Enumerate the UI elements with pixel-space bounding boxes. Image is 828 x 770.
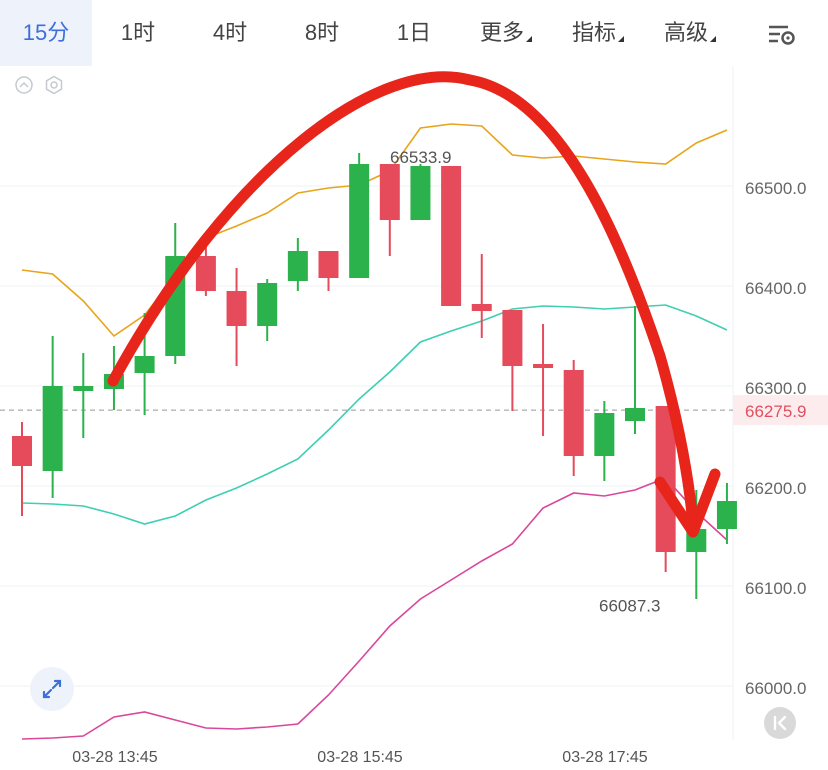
boll-lower-line bbox=[21, 477, 728, 740]
candle-body bbox=[42, 386, 63, 471]
tab-label: 4时 bbox=[212, 20, 248, 45]
collapse-left-icon bbox=[773, 715, 787, 731]
boll-middle-line bbox=[21, 304, 728, 525]
annotation-arrow-curve bbox=[107, 71, 699, 532]
min-price-label: 66087.3 bbox=[599, 597, 660, 616]
eye-toggle-icon[interactable] bbox=[14, 75, 34, 95]
expand-button[interactable] bbox=[30, 667, 74, 711]
expand-icon bbox=[42, 679, 62, 699]
current-price-label: 66275.9 bbox=[745, 402, 806, 421]
candle-body bbox=[502, 310, 523, 366]
y-tick-label: 66400.0 bbox=[745, 279, 806, 298]
y-tick-label: 66500.0 bbox=[745, 179, 806, 198]
candle-body bbox=[12, 436, 32, 466]
tab-label: 1时 bbox=[120, 20, 156, 45]
tab-label: 指标 bbox=[571, 20, 616, 45]
timeframe-toolbar: 15分 1时 4时 8时 1日 更多 指标 高级 bbox=[0, 0, 828, 66]
tab-5[interactable]: 1日 bbox=[368, 0, 460, 66]
tab-4[interactable]: 8时 bbox=[276, 0, 368, 66]
candlestick-chart[interactable]: 66500.0 66400.0 66300.0 66200.0 66100.0 66000… bbox=[0, 66, 828, 770]
candle-body bbox=[257, 283, 278, 326]
candle-body bbox=[563, 370, 584, 456]
candle-body bbox=[134, 356, 155, 373]
candle-body bbox=[318, 251, 339, 278]
candle-body bbox=[533, 364, 554, 368]
tab-label: 8时 bbox=[304, 20, 340, 45]
tab-label: 高级 bbox=[663, 20, 708, 45]
y-tick-label: 66100.0 bbox=[745, 579, 806, 598]
boll-upper-line bbox=[21, 123, 728, 338]
candle-body bbox=[410, 166, 431, 220]
tab-label: 1日 bbox=[396, 20, 432, 45]
caret-down-icon bbox=[710, 36, 716, 42]
tab-1[interactable]: 15分 bbox=[0, 0, 92, 66]
candle-body bbox=[655, 406, 676, 552]
candle-body bbox=[716, 501, 737, 529]
y-tick-label: 66200.0 bbox=[745, 479, 806, 498]
candle-body bbox=[226, 291, 247, 326]
x-tick-label: 03-28 13:45 bbox=[72, 749, 158, 766]
tab-label: 更多 bbox=[479, 20, 524, 45]
max-price-label: 66533.9 bbox=[390, 148, 451, 167]
y-tick-label: 66300.0 bbox=[745, 379, 806, 398]
tab-8[interactable]: 高级 bbox=[644, 0, 736, 66]
y-tick-label: 66000.0 bbox=[745, 679, 806, 698]
candle-body bbox=[73, 386, 94, 391]
tab-7[interactable]: 指标 bbox=[552, 0, 644, 66]
candle-body bbox=[349, 164, 370, 278]
tab-2[interactable]: 1时 bbox=[92, 0, 184, 66]
x-tick-label: 03-28 15:45 bbox=[317, 749, 403, 766]
candle-body bbox=[379, 164, 400, 220]
chart-settings-button[interactable] bbox=[766, 18, 798, 50]
candle-body bbox=[625, 408, 645, 421]
tab-6[interactable]: 更多 bbox=[460, 0, 552, 66]
candle-body bbox=[471, 304, 492, 311]
candle-body bbox=[594, 413, 615, 456]
candle-body bbox=[441, 166, 462, 306]
caret-down-icon bbox=[618, 36, 624, 42]
annotation-arrow-head bbox=[654, 468, 721, 538]
tab-3[interactable]: 4时 bbox=[184, 0, 276, 66]
caret-down-icon bbox=[526, 36, 532, 42]
tab-label: 15分 bbox=[22, 20, 70, 45]
current-price-tag bbox=[733, 395, 828, 426]
chart-settings-icon bbox=[769, 25, 795, 45]
collapse-button[interactable] bbox=[764, 707, 796, 739]
candle-body bbox=[195, 256, 216, 291]
hexagon-settings-icon[interactable] bbox=[44, 75, 64, 95]
candle-body bbox=[287, 251, 308, 281]
x-tick-label: 03-28 17:45 bbox=[562, 749, 648, 766]
